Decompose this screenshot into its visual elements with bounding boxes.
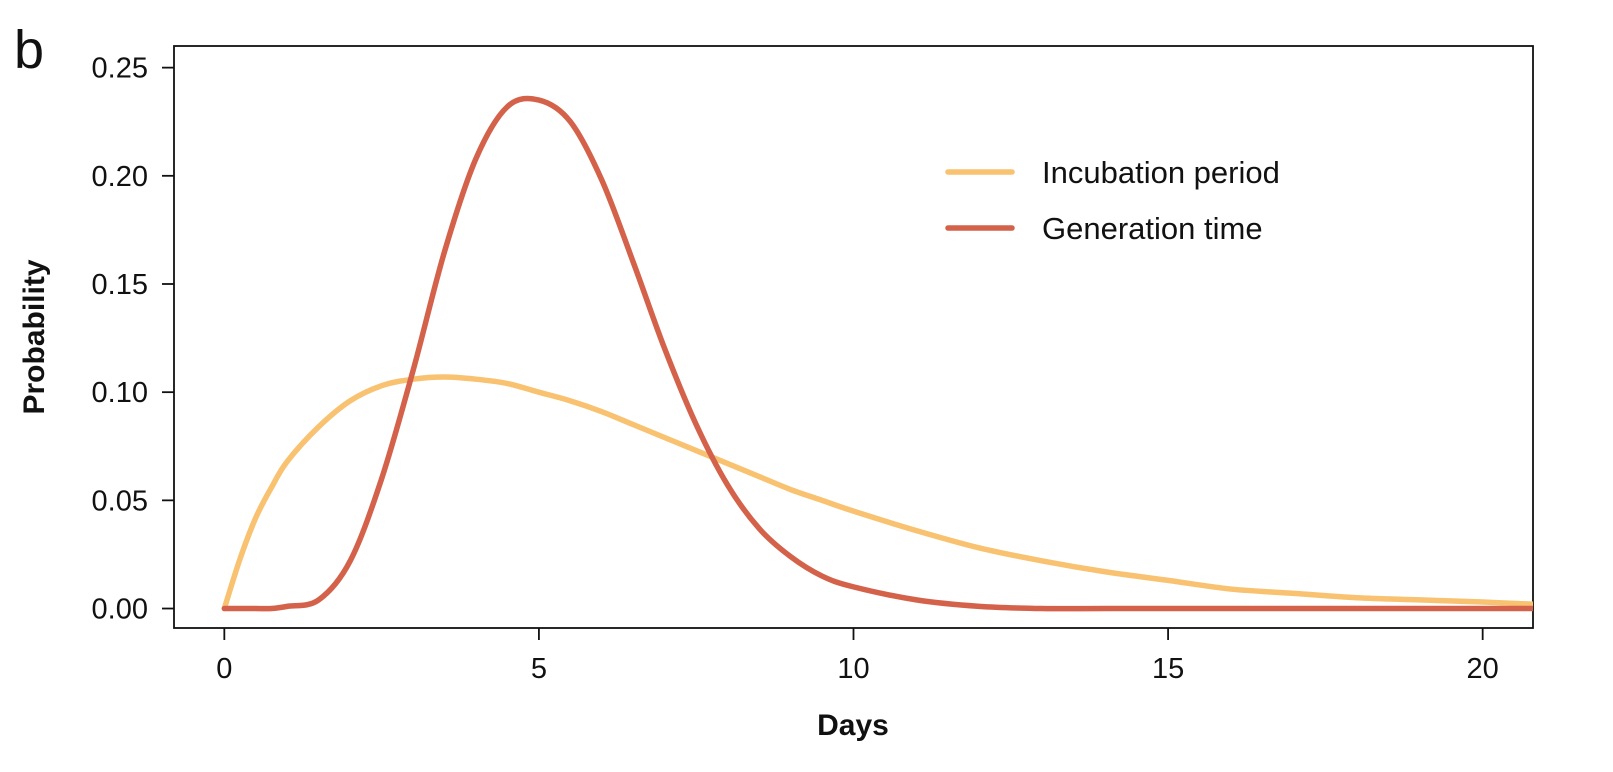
panel-label: b (14, 20, 44, 80)
y-tick-label: 0.20 (92, 161, 148, 193)
legend-label: Generation time (1042, 211, 1263, 246)
y-tick-label: 0.15 (92, 269, 148, 301)
incubation-period-line (221, 374, 1533, 612)
x-tick-label: 20 (1467, 653, 1499, 685)
x-tick-label: 0 (216, 653, 232, 685)
generation-time-line (221, 95, 1533, 612)
x-tick-label: 10 (837, 653, 869, 685)
x-axis-title: Days (817, 709, 889, 742)
y-tick-label: 0.05 (92, 485, 148, 517)
legend: Incubation period Generation time (945, 155, 1280, 246)
y-axis: 0.00 0.05 0.10 0.15 0.20 0.25 (92, 53, 174, 626)
x-tick-label: 15 (1152, 653, 1184, 685)
y-tick-label: 0.00 (92, 594, 148, 626)
series-layer (221, 95, 1533, 612)
legend-item-incubation-period: Incubation period (945, 155, 1280, 190)
y-tick-label: 0.25 (92, 53, 148, 85)
x-axis: 0 5 10 15 20 (216, 628, 1499, 685)
plot-area-frame (173, 45, 1534, 629)
legend-label: Incubation period (1042, 155, 1280, 190)
x-tick-label: 5 (531, 653, 547, 685)
y-axis-title: Probability (18, 259, 51, 414)
legend-item-generation-time: Generation time (945, 211, 1263, 246)
y-tick-label: 0.10 (92, 377, 148, 409)
